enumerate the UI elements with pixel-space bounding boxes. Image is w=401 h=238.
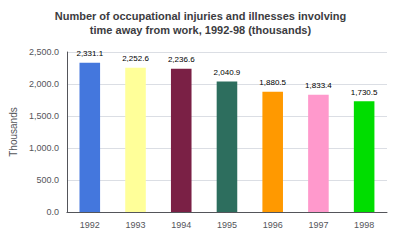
svg-text:1994: 1994 xyxy=(171,220,191,230)
svg-text:Number of occupational injurie: Number of occupational injuries and illn… xyxy=(55,10,347,22)
svg-text:2,236.6: 2,236.6 xyxy=(168,55,195,64)
svg-text:2,500.0: 2,500.0 xyxy=(29,47,59,57)
svg-text:1997: 1997 xyxy=(308,220,328,230)
svg-text:2,331.1: 2,331.1 xyxy=(76,49,103,58)
svg-text:1992: 1992 xyxy=(80,220,100,230)
svg-text:2,252.6: 2,252.6 xyxy=(122,54,149,63)
svg-text:1,730.5: 1,730.5 xyxy=(351,88,378,97)
svg-text:1,833.4: 1,833.4 xyxy=(305,81,332,90)
svg-text:0.0: 0.0 xyxy=(46,207,59,217)
svg-text:2,040.9: 2,040.9 xyxy=(214,68,241,77)
svg-text:1,880.5: 1,880.5 xyxy=(259,78,286,87)
svg-text:1,500.0: 1,500.0 xyxy=(29,111,59,121)
svg-text:Thousands: Thousands xyxy=(8,107,19,156)
svg-text:1993: 1993 xyxy=(125,220,145,230)
svg-text:1995: 1995 xyxy=(217,220,237,230)
svg-text:1996: 1996 xyxy=(263,220,283,230)
svg-text:500.0: 500.0 xyxy=(36,175,59,185)
svg-text:2,000.0: 2,000.0 xyxy=(29,79,59,89)
svg-text:1998: 1998 xyxy=(354,220,374,230)
svg-text:time away from work, 1992-98 (: time away from work, 1992-98 (thousands) xyxy=(90,24,312,36)
svg-text:1,000.0: 1,000.0 xyxy=(29,143,59,153)
